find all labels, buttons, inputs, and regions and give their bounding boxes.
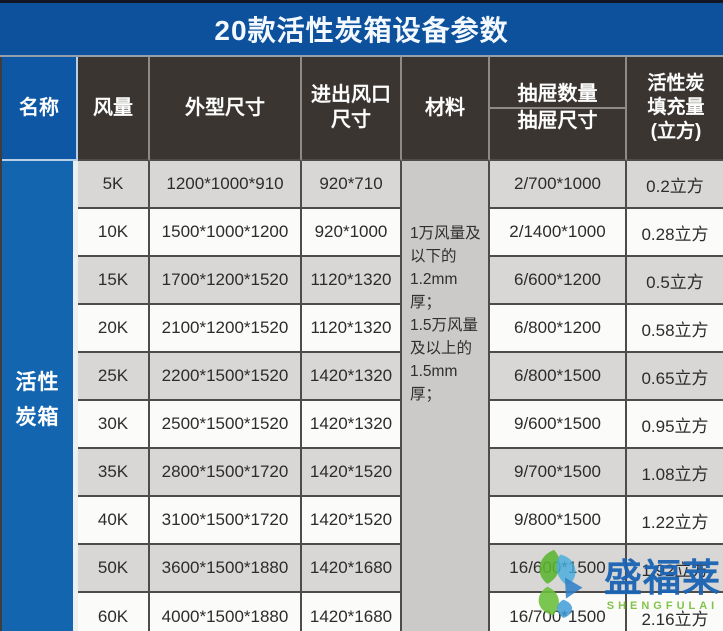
table-row: 10K 1500*1000*1200 920*1000 2/1400*1000 …	[2, 209, 723, 257]
vent-cell: 1420*1520	[302, 449, 402, 497]
dimensions-cell: 2100*1200*1520	[150, 305, 302, 353]
drawer-cell: 9/700*1500	[490, 449, 627, 497]
vent-cell: 920*1000	[302, 209, 402, 257]
carbon-cell: 0.28立方	[627, 209, 723, 257]
airflow-cell: 35K	[78, 449, 150, 497]
title-bar: 20款活性炭箱设备参数	[0, 0, 723, 57]
dimensions-cell: 1200*1000*910	[150, 161, 302, 209]
carbon-cell: 0.95立方	[627, 401, 723, 449]
col-header-drawer: 抽屉数量 抽屉尺寸	[490, 57, 627, 161]
col-header-drawer-count: 抽屉数量	[490, 82, 625, 109]
drawer-cell: 6/800*1200	[490, 305, 627, 353]
carbon-cell: 1.92立方	[627, 545, 723, 593]
drawer-cell: 16/600*1500	[490, 545, 627, 593]
drawer-cell: 6/600*1200	[490, 257, 627, 305]
dimensions-cell: 4000*1500*1880	[150, 593, 302, 631]
table-row: 15K 1700*1200*1520 1120*1320 6/600*1200 …	[2, 257, 723, 305]
carbon-cell: 0.5立方	[627, 257, 723, 305]
table-row: 50K 3600*1500*1880 1420*1680 16/600*1500…	[2, 545, 723, 593]
airflow-cell: 30K	[78, 401, 150, 449]
drawer-cell: 16/700*1500	[490, 593, 627, 631]
dimensions-cell: 2200*1500*1520	[150, 353, 302, 401]
table-row: 40K 3100*1500*1720 1420*1520 9/800*1500 …	[2, 497, 723, 545]
drawer-cell: 9/600*1500	[490, 401, 627, 449]
vent-cell: 1420*1680	[302, 593, 402, 631]
col-header-airflow: 风量	[78, 57, 150, 161]
carbon-cell: 1.08立方	[627, 449, 723, 497]
carbon-cell: 0.58立方	[627, 305, 723, 353]
table-row: 60K 4000*1500*1880 1420*1680 16/700*1500…	[2, 593, 723, 631]
carbon-cell: 2.16立方	[627, 593, 723, 631]
table-row: 35K 2800*1500*1720 1420*1520 9/700*1500 …	[2, 449, 723, 497]
vent-cell: 1420*1680	[302, 545, 402, 593]
col-header-dimensions: 外型尺寸	[150, 57, 302, 161]
dimensions-cell: 1700*1200*1520	[150, 257, 302, 305]
airflow-cell: 20K	[78, 305, 150, 353]
spec-table: 名称 风量 外型尺寸 进出风口 尺寸 材料 抽屉数量 抽屉尺寸 活性炭 填充量 …	[0, 57, 723, 631]
dimensions-cell: 3100*1500*1720	[150, 497, 302, 545]
page-title: 20款活性炭箱设备参数	[214, 15, 509, 46]
airflow-cell: 50K	[78, 545, 150, 593]
table-row: 25K 2200*1500*1520 1420*1320 6/800*1500 …	[2, 353, 723, 401]
col-header-carbon-fill: 活性炭 填充量 (立方)	[627, 57, 723, 161]
table-row: 20K 2100*1200*1520 1120*1320 6/800*1200 …	[2, 305, 723, 353]
col-header-material: 材料	[402, 57, 490, 161]
table-row: 活性 炭箱 5K 1200*1000*910 920*710 1万风量及 以下的…	[2, 161, 723, 631]
vent-cell: 1420*1320	[302, 401, 402, 449]
airflow-cell: 40K	[78, 497, 150, 545]
dimensions-cell: 2800*1500*1720	[150, 449, 302, 497]
drawer-cell: 2/700*1000	[490, 161, 627, 209]
vent-cell: 1420*1520	[302, 497, 402, 545]
dimensions-cell: 1500*1000*1200	[150, 209, 302, 257]
category-cell: 活性 炭箱	[2, 161, 78, 631]
airflow-cell: 10K	[78, 209, 150, 257]
vent-cell: 1120*1320	[302, 305, 402, 353]
vent-cell: 920*710	[302, 161, 402, 209]
col-header-name: 名称	[2, 57, 78, 161]
drawer-cell: 2/1400*1000	[490, 209, 627, 257]
airflow-cell: 5K	[78, 161, 150, 209]
header-row: 名称 风量 外型尺寸 进出风口 尺寸 材料 抽屉数量 抽屉尺寸 活性炭 填充量 …	[2, 57, 723, 161]
carbon-cell: 0.65立方	[627, 353, 723, 401]
col-header-drawer-size: 抽屉尺寸	[517, 110, 598, 132]
airflow-cell: 15K	[78, 257, 150, 305]
vent-cell: 1120*1320	[302, 257, 402, 305]
col-header-vent-size: 进出风口 尺寸	[302, 57, 402, 161]
airflow-cell: 25K	[78, 353, 150, 401]
material-note-cell: 1万风量及 以下的 1.2mm厚； 1.5万风量 及以上的 1.5mm厚；	[402, 161, 490, 631]
drawer-cell: 9/800*1500	[490, 497, 627, 545]
dimensions-cell: 2500*1500*1520	[150, 401, 302, 449]
vent-cell: 1420*1320	[302, 353, 402, 401]
table-row: 30K 2500*1500*1520 1420*1320 9/600*1500 …	[2, 401, 723, 449]
carbon-cell: 1.22立方	[627, 497, 723, 545]
drawer-cell: 6/800*1500	[490, 353, 627, 401]
airflow-cell: 60K	[78, 593, 150, 631]
carbon-cell: 0.2立方	[627, 161, 723, 209]
dimensions-cell: 3600*1500*1880	[150, 545, 302, 593]
